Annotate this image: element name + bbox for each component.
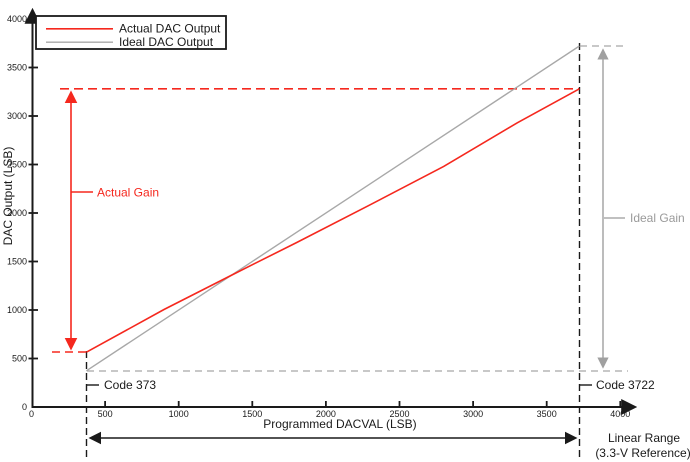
y-tick-label: 0 (22, 402, 27, 412)
y-tick-label: 1000 (7, 305, 27, 315)
linear-range-label-line1: Linear Range (608, 431, 680, 445)
legend: Actual DAC Output Ideal DAC Output (35, 15, 227, 50)
code-high-label: Code 3722 (596, 378, 655, 392)
x-tick-label: 1000 (169, 409, 189, 419)
ideal-gain-label: Ideal Gain (630, 211, 685, 225)
x-tick-label: 2500 (389, 409, 409, 419)
y-axis-ticks: 0 500 1000 1500 2000 2500 3000 3500 4000 (7, 14, 38, 412)
x-tick-label: 3500 (537, 409, 557, 419)
actual-gain-label: Actual Gain (97, 186, 159, 200)
x-tick-label: 1500 (242, 409, 262, 419)
legend-label-actual: Actual DAC Output (119, 22, 221, 36)
y-tick-label: 1500 (7, 257, 27, 267)
x-tick-label: 2000 (316, 409, 336, 419)
y-tick-label: 2000 (7, 208, 27, 218)
x-axis-title: Programmed DACVAL (LSB) (263, 417, 416, 431)
actual-dac-output-line (86, 88, 580, 353)
y-tick-label: 4000 (7, 14, 27, 24)
y-tick-label: 500 (12, 354, 27, 364)
linear-range-label-line2: (3.3-V Reference) (595, 446, 690, 460)
y-axis-title: DAC Output (LSB) (1, 147, 15, 246)
x-axis-ticks: 0 500 1000 1500 2000 2500 3000 3500 4000 (29, 401, 630, 419)
x-tick-label: 500 (98, 409, 113, 419)
ideal-dac-output-line (86, 45, 580, 372)
x-tick-label: 4000 (610, 409, 630, 419)
x-tick-label: 3000 (463, 409, 483, 419)
y-tick-label: 2500 (7, 160, 27, 170)
legend-box (35, 15, 227, 50)
y-tick-label: 3000 (7, 111, 27, 121)
code-low-label: Code 373 (104, 378, 156, 392)
x-tick-label: 0 (29, 409, 34, 419)
y-tick-label: 3500 (7, 63, 27, 73)
legend-label-ideal: Ideal DAC Output (119, 35, 214, 49)
